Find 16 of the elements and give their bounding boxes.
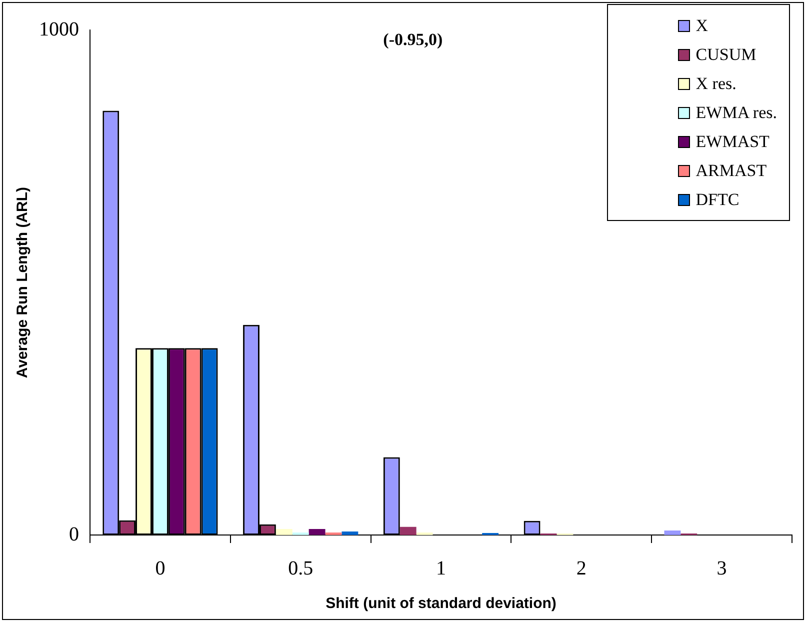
legend-label: ARMAST xyxy=(696,160,767,180)
x-tick-label: 0 xyxy=(155,557,166,580)
y-tick-label: 1000 xyxy=(39,18,79,40)
legend-label: X res. xyxy=(696,74,736,94)
x-axis-title: Shift (unit of standard deviation) xyxy=(326,595,556,612)
legend-label: EWMAST xyxy=(696,132,770,152)
y-axis-title: Average Run Length (ARL) xyxy=(14,186,32,378)
x-tick-label: 2 xyxy=(576,557,586,580)
chart-title: (-0.95,0) xyxy=(383,30,443,49)
x-tick-label: 3 xyxy=(716,557,727,580)
legend-label: EWMA res. xyxy=(696,102,777,122)
x-tick-label: 1 xyxy=(436,557,446,580)
legend-label: DFTC xyxy=(696,190,740,210)
legend-label: X xyxy=(696,16,708,36)
legend-label: CUSUM xyxy=(696,44,756,64)
x-tick-label: 0.5 xyxy=(288,557,314,580)
